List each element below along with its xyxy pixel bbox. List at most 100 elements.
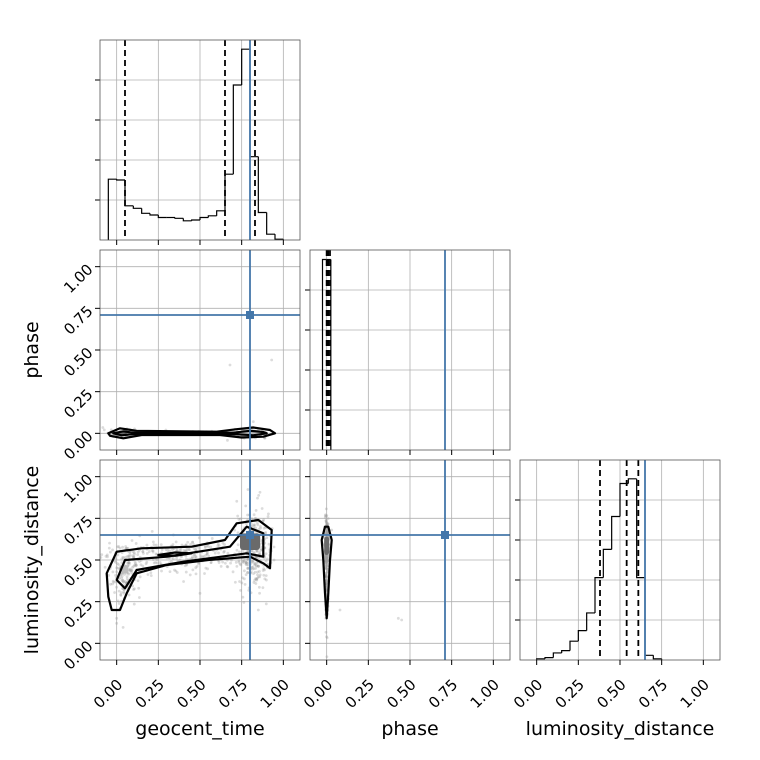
ytick-label-1-0-4: 1.00 [60,260,96,296]
scatter-point-2-1-75 [324,563,328,567]
contour-2-0-2 [157,551,193,557]
scatter-point-2-0-712 [259,545,263,549]
scatter-point-2-0-287 [209,561,213,565]
scatter-point-2-0-507 [264,574,268,578]
scatter-point-2-1-279 [325,635,328,639]
scatter-point-2-0-478 [233,580,237,584]
scatter-point-2-0-382 [145,560,149,564]
scatter-point-2-0-715 [235,499,239,503]
scatter-point-2-1-199 [326,522,330,526]
scatter-point-2-0-275 [226,565,230,569]
scatter-point-2-0-205 [197,562,200,566]
hist-bin-luminosity-distance-10 [619,482,629,517]
scatter-point-2-0-85 [126,562,130,565]
scatter-point-2-1-250 [324,630,328,634]
scatter-point-2-0-247 [171,543,175,546]
scatter-point-2-0-380 [141,550,145,553]
scatter-point-2-0-222 [234,560,238,564]
scatter-point-2-0-538 [262,526,266,530]
scatter-point-2-0-424 [225,565,229,568]
scatter-point-2-1-280 [400,618,404,622]
scatter-point-2-0-5 [134,563,138,567]
scatter-point-2-1-113 [325,521,329,524]
scatter-point-2-1-9 [326,517,330,520]
scatter-point-2-0-285 [188,573,192,577]
scatter-point-2-1-15 [324,520,328,524]
scatter-point-2-1-44 [324,513,327,517]
scatter-point-2-0-705 [261,586,265,590]
scatter-point-2-0-329 [144,562,148,566]
scatter-point-2-0-176 [120,557,124,561]
scatter-point-2-0-55 [111,579,115,583]
scatter-point-2-0-474 [253,516,257,520]
scatter-point-2-1-117 [325,556,329,559]
scatter-point-2-0-322 [128,554,132,558]
scatter-point-2-0-98 [109,582,113,586]
scatter-point-2-0-718 [242,577,246,581]
hist-bin-luminosity-distance-11 [627,478,637,484]
scatter-point-2-0-405 [128,569,132,572]
truth-marker-2-0 [246,531,254,539]
scatter-point-2-1-8 [325,527,329,531]
scatter-point-2-0-400 [202,555,206,558]
scatter-point-2-0-657 [236,531,240,535]
scatter-point-2-1-104 [325,558,329,561]
scatter-point-2-0-119 [125,575,129,579]
scatter-point-2-0-87 [122,580,126,584]
hist-bin-geocent-time-13 [216,210,225,216]
ytick-label-2-0-0: 0.00 [60,637,96,673]
scatter-point-2-0-186 [238,550,241,554]
scatter-point-2-0-151 [129,569,133,573]
scatter-point-2-0-75 [116,545,119,549]
ylabel-phase: phase [21,321,43,378]
scatter-point-2-0-158 [121,625,125,629]
plot-area-2-1 [310,460,510,660]
scatter-point-2-0-692 [257,565,260,568]
scatter-point-2-1-141 [324,558,328,561]
scatter-point-2-0-273 [213,551,217,555]
xtick-label-2-2-4: 1.00 [677,676,713,712]
scatter-point-2-0-269 [100,553,104,557]
scatter-point-2-0-196 [192,553,196,557]
scatter-point-2-0-230 [178,558,182,562]
scatter-point-2-0-169 [127,560,131,564]
scatter-point-2-0-469 [260,547,263,551]
hist-bin-geocent-time-16 [241,48,250,85]
scatter-point-2-0-25 [127,555,130,559]
contour-2-0-1 [115,525,265,590]
scatter-point-2-0-48 [122,556,125,560]
plot-area-2-2 [536,460,663,660]
scatter-point-2-0-323 [194,555,198,559]
scatter-point-2-0-482 [231,570,235,574]
hist-bin-geocent-time-19 [266,212,275,235]
scatter-point-2-1-103 [324,518,328,522]
scatter-point-1-0-231 [228,363,232,367]
scatter-point-2-0-598 [233,528,237,532]
scatter-point-2-0-338 [191,540,195,544]
scatter-point-2-0-0 [126,561,130,565]
scatter-point-2-0-664 [257,575,260,579]
scatter-point-2-0-522 [235,548,239,552]
scatter-point-2-1-216 [324,556,327,560]
truth-marker-2-1 [441,531,449,539]
xtick-label-2-2-1: 0.25 [552,676,588,712]
scatter-point-2-0-552 [257,585,261,589]
scatter-point-2-0-645 [251,560,255,564]
hist-bin-luminosity-distance-9 [611,515,620,550]
scatter-point-2-0-421 [184,549,188,553]
scatter-point-2-0-725 [252,513,256,517]
scatter-point-2-0-571 [245,563,249,567]
scatter-point-2-0-366 [155,558,159,561]
scatter-point-2-1-71 [325,557,329,561]
scatter-point-2-0-341 [145,551,149,555]
scatter-point-2-0-557 [242,600,246,604]
scatter-point-2-0-423 [191,555,194,559]
scatter-point-2-0-368 [147,550,151,553]
scatter-point-2-0-359 [203,545,207,549]
scatter-point-2-0-149 [109,550,112,554]
scatter-point-2-0-211 [203,544,207,548]
scatter-point-2-1-43 [326,567,329,571]
scatter-point-2-0-572 [258,573,262,577]
scatter-point-2-0-150 [122,580,125,584]
density-region-2-0-1 [121,565,129,574]
